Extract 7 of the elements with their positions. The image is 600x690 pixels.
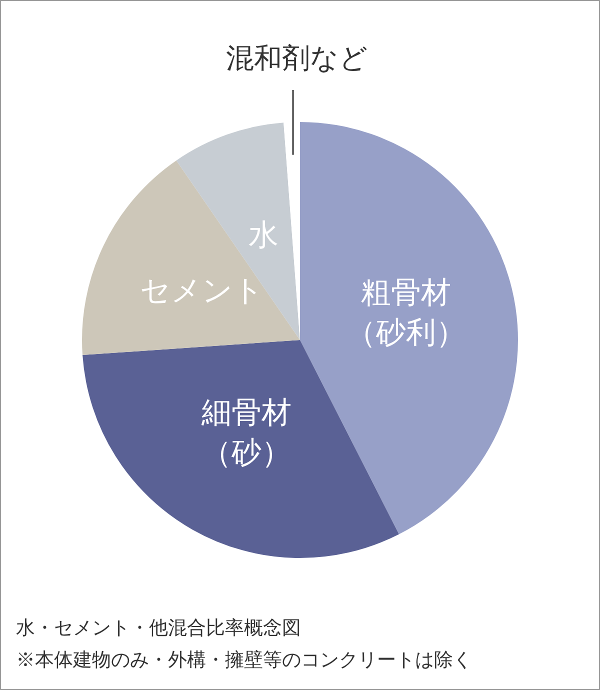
text: ※本体建物のみ・外構・擁壁等のコンクリートは除く — [16, 648, 472, 673]
text: 水・セメント・他混合比率概念図 — [16, 616, 302, 641]
slice-label: セメント — [140, 273, 264, 308]
slice-label: 水 — [248, 218, 279, 254]
slice-label: 粗骨材（砂利） — [346, 275, 466, 350]
slice-label: 混和剤など — [226, 41, 368, 74]
slice-label: 細骨材（砂） — [200, 396, 292, 471]
